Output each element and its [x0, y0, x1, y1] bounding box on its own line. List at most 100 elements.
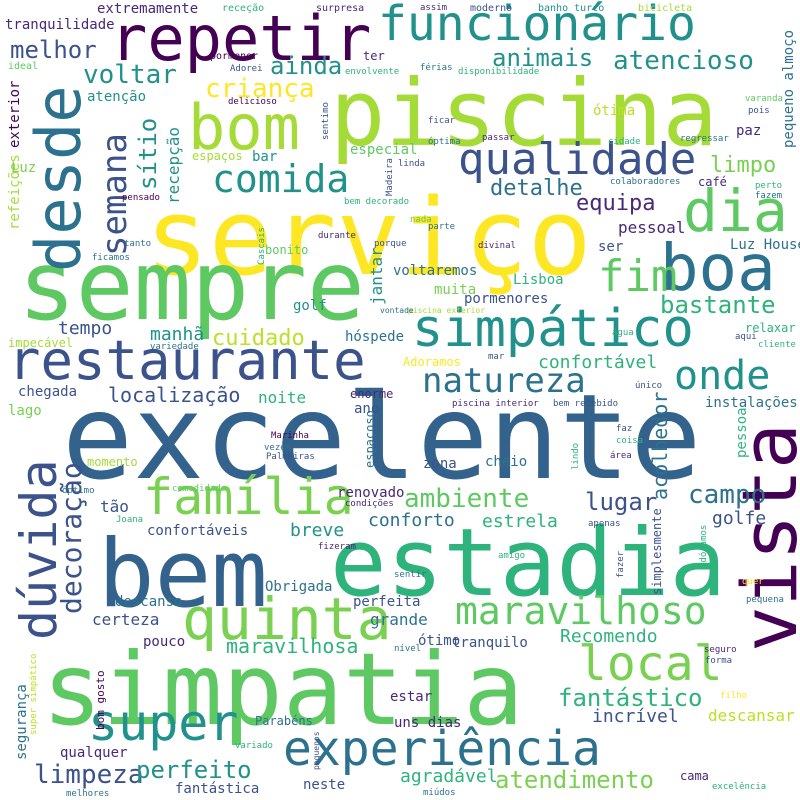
word-obrigada: Obrigada — [265, 579, 333, 595]
word-variado: variado — [235, 741, 273, 751]
word-enorme: enorme — [350, 387, 394, 401]
word-bar: bar — [252, 149, 278, 165]
word-bem: bem — [98, 520, 268, 629]
word-noite: noite — [258, 388, 307, 407]
word-pormenor: pormenor — [210, 51, 259, 62]
word-piscina-exterior: piscina exterior — [408, 306, 486, 315]
word-neste: neste — [303, 777, 346, 793]
word-linda: linda — [398, 159, 426, 169]
word-varanda: varanda — [745, 94, 783, 104]
word-jantar: jantar — [367, 247, 386, 305]
word-sentimo: sentimo — [321, 102, 331, 140]
word-piscina: piscina — [330, 60, 718, 167]
word-lugar: lugar — [585, 488, 658, 516]
word-seguro: seguro — [704, 645, 737, 655]
word-chegada: chegada — [18, 384, 78, 400]
word-luz-house: Luz House — [730, 237, 800, 253]
word-fazer: fazer — [616, 550, 626, 578]
word-faz: faz — [616, 424, 633, 434]
word-espacos: espaços — [192, 149, 243, 163]
word-experiencia: experiência — [283, 721, 601, 777]
word-funcionario: funcionário — [378, 0, 696, 52]
word-assim: assim — [420, 3, 448, 13]
word-cidade: cidade — [608, 137, 641, 147]
word-paz: paz — [736, 123, 762, 139]
word-bom-gosto: bom gosto — [94, 670, 107, 730]
word-nada: nada — [410, 215, 432, 225]
word-disponibilidade: disponibilidade — [458, 67, 540, 77]
word-excelencia: excelência — [712, 782, 767, 792]
word-qualidade: qualidade — [458, 134, 697, 185]
word-excelente: excelente — [62, 368, 702, 506]
word-delicioso: delicioso — [228, 97, 277, 107]
word-ficamos: ficamos — [92, 253, 130, 263]
word-conforto: conforto — [368, 510, 455, 531]
word-super: super — [88, 694, 239, 752]
word-maravilhosa: maravilhosa — [226, 634, 359, 658]
word-perto: perto — [755, 181, 783, 191]
word-fazem: fazem — [755, 191, 783, 201]
word-espacoso: espaçoso — [363, 410, 377, 468]
word-ter: ter — [363, 49, 385, 63]
word-optimo: óptimo — [62, 486, 95, 496]
word-bastante: bastante — [660, 291, 776, 319]
word-adoramos: Adoramos — [403, 355, 461, 369]
word-pessoal: pessoal — [618, 218, 686, 237]
word-ficar: ficar — [428, 116, 456, 126]
word-colaboradores: colaboradores — [610, 177, 681, 187]
word-atencioso: atencioso — [613, 46, 754, 76]
word-madeira: Madeira — [385, 158, 395, 196]
word-piscina-interior: piscina interior — [452, 399, 539, 409]
word-maravilhoso: maravilhoso — [455, 589, 707, 633]
word-durante: durante — [318, 231, 356, 241]
word-equipa: equipa — [576, 191, 656, 216]
word-fim: fim — [598, 251, 678, 302]
word-simpatia: simpatia — [42, 631, 524, 748]
word-tao: tão — [100, 497, 129, 516]
word-sempre: sempre — [18, 230, 365, 342]
word-certeza: certeza — [92, 610, 160, 629]
word-ser: ser — [598, 239, 624, 255]
word-tanto: tanto — [124, 239, 152, 249]
word-condicoes: condições — [345, 499, 394, 509]
word-melhor: melhor — [10, 36, 97, 64]
word-otimo: ótimo — [418, 633, 461, 649]
word-aqui: aqui — [735, 332, 757, 342]
word-incrivel: incrível — [592, 706, 679, 727]
word-bicicleta: bicicleta — [638, 3, 693, 14]
word-parte: parte — [428, 222, 456, 232]
word-agua: água — [612, 328, 634, 338]
word-area: área — [610, 451, 632, 461]
word-simpatico: simpático — [412, 299, 694, 359]
word-estrela: estrela — [482, 511, 558, 532]
word-relaxar: relaxar — [745, 321, 796, 335]
word-limpeza: limpeza — [34, 760, 144, 790]
word-bem-decorado: bem decorado — [344, 197, 410, 207]
word-quinta: quinta — [182, 585, 392, 653]
word-luz: Luz — [11, 160, 37, 176]
word-restaurante: restaurante — [8, 329, 366, 392]
word-envolvente: envolvente — [345, 67, 400, 77]
word-acolhedor: acolhedor — [648, 391, 672, 500]
word-lindo: lindo — [571, 442, 581, 470]
word-simplesmente: simplesmente — [650, 508, 664, 595]
word-animais: animais — [492, 44, 594, 72]
word-banho-turco: banho turco — [538, 3, 605, 14]
word-variedade: variedade — [150, 342, 199, 352]
word-lago: lago — [8, 403, 42, 419]
word-instalacoes: instalações — [705, 395, 798, 411]
word-pequeno-almoco: pequeno almoço — [781, 29, 797, 148]
word-cuidado: cuidado — [212, 326, 305, 351]
word-cafe: café — [698, 175, 727, 189]
word-pormenores: pormenores — [464, 291, 549, 307]
word-fizeram: fizeram — [318, 542, 356, 552]
word-servico: serviço — [145, 176, 592, 299]
word-muita: muita — [434, 282, 477, 298]
word-forma: forma — [705, 656, 733, 666]
word-lisboa: Lisboa — [513, 272, 564, 288]
word-cheio: cheio — [485, 454, 528, 470]
word-moderno: moderno — [470, 3, 513, 14]
word-limpo: limpo — [710, 153, 777, 178]
word-ainda: ainda — [270, 52, 343, 80]
word-bem-recebido: bem recebido — [553, 399, 619, 409]
